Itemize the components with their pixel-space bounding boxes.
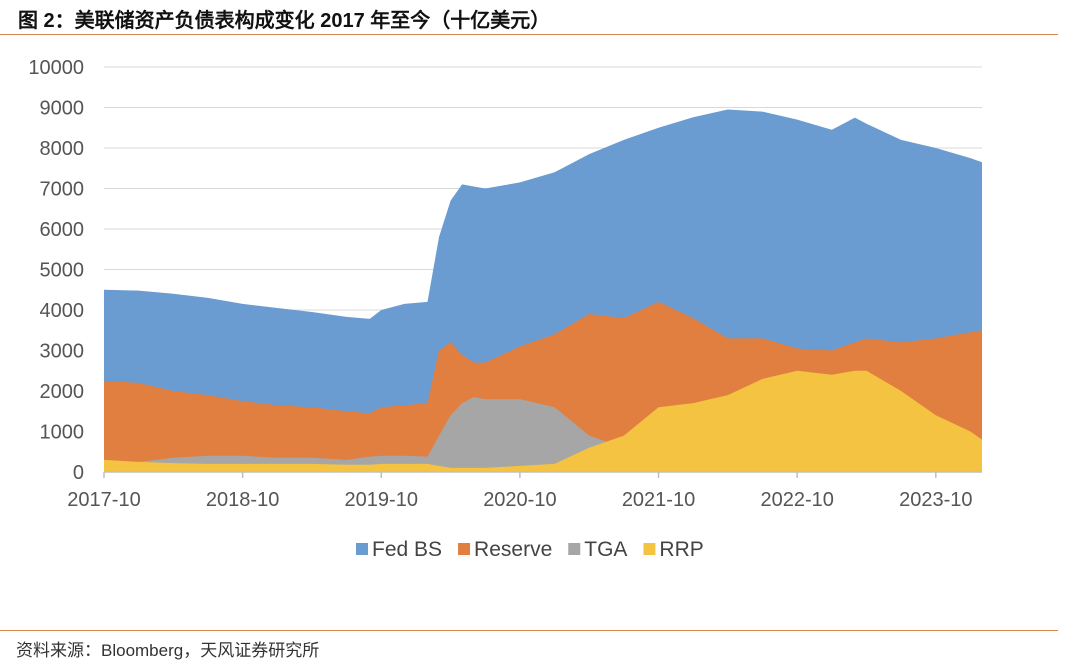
- legend-label: Fed BS: [372, 538, 442, 561]
- legend-label: RRP: [659, 538, 703, 561]
- y-tick-label: 0: [73, 462, 84, 484]
- y-axis-ticks: 0 1000 2000 3000 4000 5000 6000 7000 8000 9000 100…: [28, 57, 84, 484]
- y-tick-label: 5000: [40, 260, 85, 282]
- x-tick-label: 2023-10: [899, 489, 972, 511]
- x-axis: 2017-10 2018-10 2019-10 2020-10 2021-10 2022-…: [67, 471, 982, 511]
- y-tick-label: 3000: [40, 341, 85, 363]
- legend-swatch: [643, 543, 656, 555]
- y-tick-label: 9000: [40, 98, 85, 120]
- y-tick-label: 4000: [40, 300, 85, 322]
- source-note: 资料来源：Bloomberg，天风证券研究所: [16, 641, 320, 660]
- x-tick-label: 2021-10: [622, 489, 695, 511]
- legend-label: TGA: [584, 538, 627, 561]
- area-chart: 0 1000 2000 3000 4000 5000 6000 7000 8000 9000 100…: [28, 57, 982, 561]
- y-tick-label: 6000: [40, 219, 85, 241]
- area-rrp: [104, 370, 982, 472]
- x-tick-label: 2018-10: [206, 489, 279, 511]
- y-tick-label: 7000: [40, 179, 85, 201]
- x-tick-label: 2020-10: [483, 489, 556, 511]
- y-tick-label: 2000: [40, 381, 85, 403]
- legend-swatch: [568, 543, 581, 555]
- y-tick-label: 8000: [40, 138, 85, 160]
- x-tick-label: 2019-10: [345, 489, 418, 511]
- legend-swatch: [356, 543, 368, 555]
- chart-title: 图 2：美联储资产负债表构成变化 2017 年至今（十亿美元）: [18, 10, 551, 32]
- legend-swatch: [458, 543, 471, 555]
- legend: Fed BS Reserve TGA RRP: [356, 538, 704, 561]
- area-series: [104, 109, 982, 472]
- legend-label: Reserve: [474, 538, 552, 561]
- x-tick-label: 2017-10: [67, 489, 140, 511]
- y-tick-label: 1000: [40, 422, 85, 444]
- title-rule: [0, 34, 1058, 35]
- y-tick-label: 10000: [28, 57, 84, 79]
- x-tick-label: 2022-10: [760, 489, 833, 511]
- footer-rule: [0, 630, 1058, 631]
